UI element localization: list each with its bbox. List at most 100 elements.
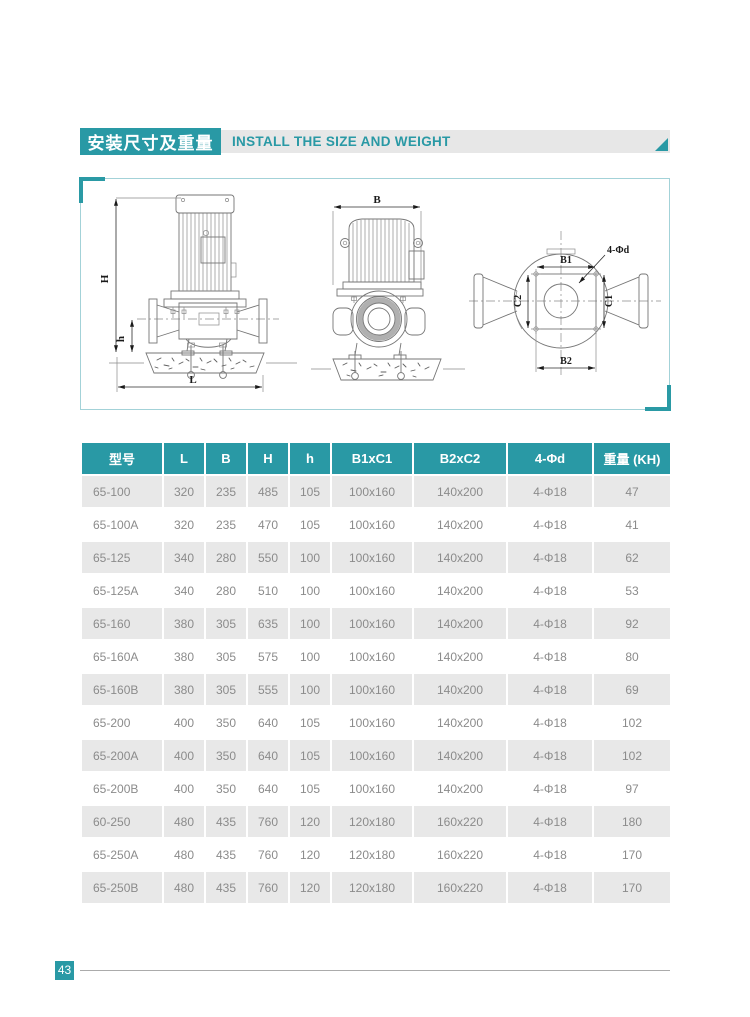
- col-header-B2xC2: B2xC2: [414, 443, 506, 474]
- model-cell: 65-100A: [82, 509, 162, 540]
- value-cell: 480: [164, 839, 204, 870]
- value-cell: 380: [164, 641, 204, 672]
- motor-ribs-front: [182, 213, 228, 291]
- value-cell: 100x160: [332, 674, 412, 705]
- value-cell: 4-Φ18: [508, 608, 592, 639]
- value-cell: 320: [164, 509, 204, 540]
- table-row: 65-100 320 235 485 105 100x160 140x200 4-Φ18 47: [82, 476, 670, 507]
- col-header-B: B: [206, 443, 246, 474]
- value-cell: 760: [248, 839, 288, 870]
- table-row: 65-160 380 305 635 100 100x160 140x200 4-Φ18 92: [82, 608, 670, 639]
- model-cell: 65-200B: [82, 773, 162, 804]
- value-cell: 105: [290, 509, 330, 540]
- value-cell: 140x200: [414, 740, 506, 771]
- table-row: 65-200 400 350 640 105 100x160 140x200 4-Φ18 102: [82, 707, 670, 738]
- value-cell: 105: [290, 740, 330, 771]
- value-cell: 760: [248, 872, 288, 903]
- value-cell: 305: [206, 641, 246, 672]
- value-cell: 100: [290, 608, 330, 639]
- table-header-row: 型号 L B H h B1xC1 B2xC2 4-Φd 重量 (KH): [82, 443, 670, 474]
- value-cell: 160x220: [414, 839, 506, 870]
- value-cell: 760: [248, 806, 288, 837]
- value-cell: 140x200: [414, 608, 506, 639]
- value-cell: 100x160: [332, 641, 412, 672]
- section-title-strip: INSTALL THE SIZE AND WEIGHT: [221, 130, 670, 153]
- model-cell: 65-160B: [82, 674, 162, 705]
- value-cell: 305: [206, 608, 246, 639]
- value-cell: 100x160: [332, 773, 412, 804]
- value-cell: 140x200: [414, 707, 506, 738]
- value-cell: 640: [248, 773, 288, 804]
- value-cell: 100x160: [332, 476, 412, 507]
- value-cell: 102: [594, 707, 670, 738]
- dimension-diagram-frame: H h L B: [79, 177, 671, 411]
- value-cell: 635: [248, 608, 288, 639]
- col-header-B1xC1: B1xC1: [332, 443, 412, 474]
- value-cell: 97: [594, 773, 670, 804]
- flange-view: B1 B2 C2 C1 4-Φd: [469, 231, 661, 375]
- model-cell: 65-125: [82, 542, 162, 573]
- pump-dimension-diagram: H h L B: [99, 194, 661, 392]
- value-cell: 140x200: [414, 509, 506, 540]
- model-cell: 65-160: [82, 608, 162, 639]
- model-cell: 65-125A: [82, 575, 162, 606]
- dim-label-h: h: [115, 336, 127, 342]
- frame-corner-accent-topleft: [79, 177, 105, 203]
- col-header-L: L: [164, 443, 204, 474]
- value-cell: 100x160: [332, 542, 412, 573]
- value-cell: 41: [594, 509, 670, 540]
- value-cell: 4-Φ18: [508, 641, 592, 672]
- section-title-bar: 安装尺寸及重量 INSTALL THE SIZE AND WEIGHT: [80, 128, 670, 155]
- value-cell: 120x180: [332, 872, 412, 903]
- front-view: H h L: [99, 194, 297, 392]
- model-cell: 65-200: [82, 707, 162, 738]
- value-cell: 105: [290, 707, 330, 738]
- value-cell: 160x220: [414, 806, 506, 837]
- col-header-model: 型号: [82, 443, 162, 474]
- value-cell: 102: [594, 740, 670, 771]
- value-cell: 305: [206, 674, 246, 705]
- value-cell: 4-Φ18: [508, 542, 592, 573]
- value-cell: 180: [594, 806, 670, 837]
- value-cell: 4-Φ18: [508, 509, 592, 540]
- dimension-weight-table: 型号 L B H h B1xC1 B2xC2 4-Φd 重量 (KH) 65-1…: [80, 441, 672, 905]
- value-cell: 235: [206, 509, 246, 540]
- value-cell: 120: [290, 839, 330, 870]
- value-cell: 53: [594, 575, 670, 606]
- value-cell: 170: [594, 839, 670, 870]
- value-cell: 140x200: [414, 773, 506, 804]
- footer-rule: [80, 970, 670, 971]
- value-cell: 4-Φ18: [508, 740, 592, 771]
- col-header-weight: 重量 (KH): [594, 443, 670, 474]
- col-header-bolt: 4-Φd: [508, 443, 592, 474]
- value-cell: 4-Φ18: [508, 707, 592, 738]
- table-row: 65-200B 400 350 640 105 100x160 140x200 4-Φ18 97: [82, 773, 670, 804]
- value-cell: 120x180: [332, 839, 412, 870]
- section-title-english: INSTALL THE SIZE AND WEIGHT: [232, 134, 451, 149]
- table-row: 65-160B 380 305 555 100 100x160 140x200 4-Φ18 69: [82, 674, 670, 705]
- value-cell: 280: [206, 575, 246, 606]
- model-cell: 65-100: [82, 476, 162, 507]
- model-cell: 65-160A: [82, 641, 162, 672]
- value-cell: 340: [164, 575, 204, 606]
- value-cell: 400: [164, 707, 204, 738]
- value-cell: 485: [248, 476, 288, 507]
- dim-label-bolt-callout: 4-Φd: [607, 245, 630, 256]
- value-cell: 100x160: [332, 608, 412, 639]
- value-cell: 80: [594, 641, 670, 672]
- value-cell: 380: [164, 608, 204, 639]
- value-cell: 480: [164, 872, 204, 903]
- value-cell: 380: [164, 674, 204, 705]
- value-cell: 400: [164, 773, 204, 804]
- dim-label-C2: C2: [513, 295, 524, 307]
- value-cell: 120: [290, 872, 330, 903]
- value-cell: 100x160: [332, 575, 412, 606]
- dim-label-B1: B1: [560, 255, 572, 266]
- value-cell: 47: [594, 476, 670, 507]
- value-cell: 100: [290, 641, 330, 672]
- table-row: 65-125 340 280 550 100 100x160 140x200 4-Φ18 62: [82, 542, 670, 573]
- value-cell: 640: [248, 740, 288, 771]
- value-cell: 235: [206, 476, 246, 507]
- value-cell: 435: [206, 839, 246, 870]
- model-cell: 60-250: [82, 806, 162, 837]
